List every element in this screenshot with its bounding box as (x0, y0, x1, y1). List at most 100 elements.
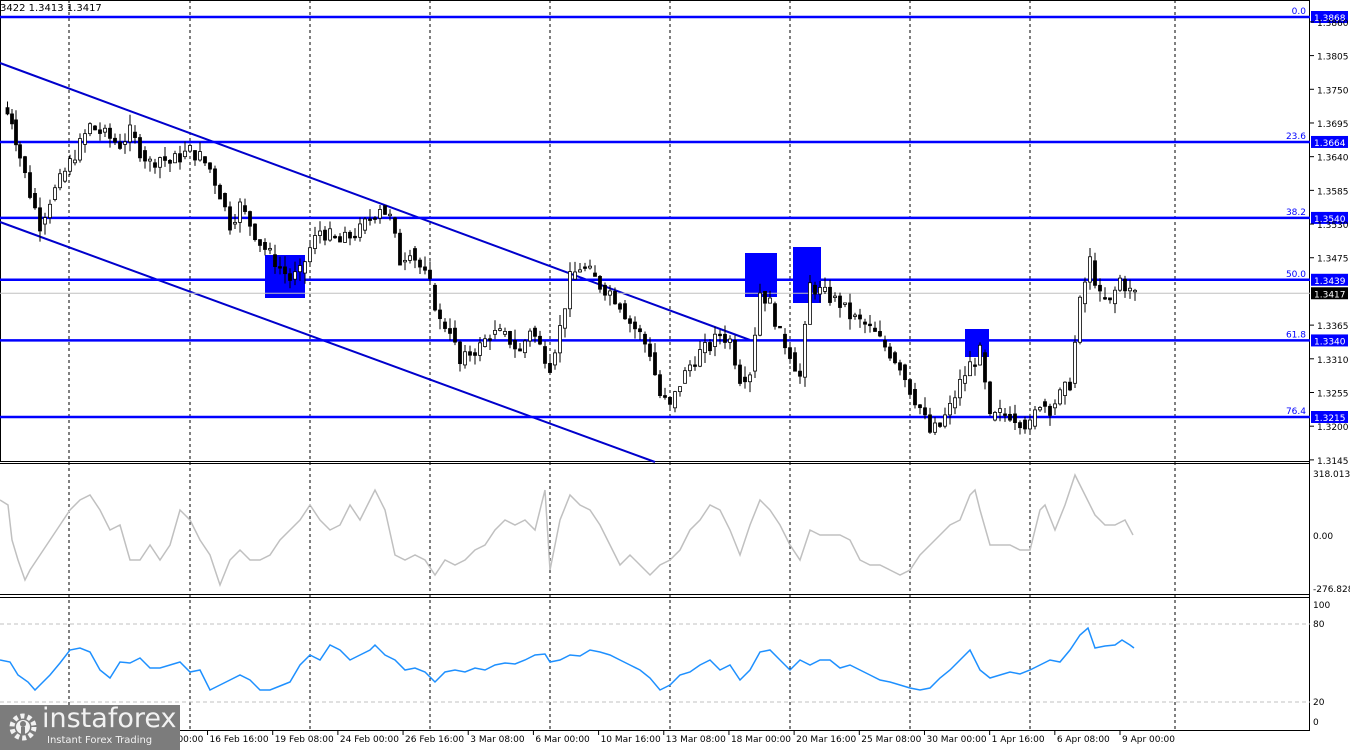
time-tick-label: 26 Feb 16:00 (405, 735, 464, 745)
candle-body (343, 231, 347, 243)
candle-body (978, 344, 982, 366)
current-price-label: 1.3417 (1314, 290, 1346, 300)
candle-body (588, 265, 592, 269)
price-tick-label: 1.3805 (1317, 53, 1349, 63)
price-axis[interactable]: 1.3860 1.3805 1.3750 1.3695 1.3640 1.3585 1.35… (1310, 19, 1349, 467)
candle-body (408, 255, 412, 261)
time-tick-label: 10 Mar 16:00 (601, 735, 661, 745)
candle-body (543, 346, 547, 364)
candle-body (198, 151, 202, 161)
candle-body (993, 412, 997, 421)
candle-body (178, 153, 182, 163)
candle-body (258, 239, 262, 246)
candle-body (688, 364, 692, 372)
fib-price-label: 1.3439 (1314, 277, 1346, 287)
candle-body (1128, 287, 1132, 292)
cci-indicator-line (0, 473, 1134, 588)
candle-body (93, 125, 97, 131)
candle-body (468, 351, 472, 356)
candle-body (838, 295, 842, 308)
candle-body (323, 229, 327, 241)
candle-body (858, 314, 862, 320)
candle-body (603, 284, 607, 296)
rsi-axis-label: 0 (1313, 718, 1319, 728)
price-tick-label: 1.3695 (1317, 120, 1349, 130)
price-tick-label: 1.3475 (1317, 255, 1349, 265)
candle-body (88, 123, 92, 135)
candle-body (63, 170, 67, 182)
candle-body (728, 338, 732, 343)
candle-body (308, 247, 312, 263)
candle-body (798, 370, 802, 377)
candle-body (1003, 413, 1007, 416)
candle-body (1038, 407, 1042, 411)
candle-body (428, 269, 432, 279)
candle-body (268, 248, 272, 251)
candle-body (678, 386, 682, 393)
candle-body (718, 333, 722, 337)
candle-body (863, 321, 867, 325)
candle-body (393, 217, 397, 234)
candle-body (818, 287, 822, 295)
candle-body (153, 162, 157, 168)
candle-body (208, 162, 212, 170)
highlight-box (793, 247, 821, 303)
candle-body (553, 352, 557, 366)
candle-body (373, 217, 377, 220)
candle-body (658, 374, 662, 397)
candle-body (968, 361, 972, 377)
channel-line (0, 62, 751, 341)
candle-body (768, 297, 772, 304)
candle-body (548, 362, 552, 373)
candle-body (618, 303, 622, 310)
candle-body (58, 173, 62, 189)
candle-body (353, 235, 357, 239)
candle-body (48, 203, 52, 219)
candle-body (1088, 256, 1092, 283)
candle-body (298, 265, 302, 273)
candle-body (418, 259, 422, 268)
candle-body (763, 291, 767, 304)
candle-body (403, 259, 407, 263)
price-tick-label: 1.3255 (1317, 389, 1349, 399)
fib-ratio-label: 23.6 (1286, 132, 1306, 142)
fib-ratio-label: 38.2 (1286, 208, 1306, 218)
cci-axis-label: 318.013 (1313, 470, 1350, 480)
candle-body (398, 232, 402, 266)
candle-body (148, 158, 152, 162)
candle-body (1118, 277, 1122, 291)
candle-body (14, 119, 18, 146)
candle-body (638, 328, 642, 333)
candle-body (513, 340, 517, 350)
candle-body (378, 209, 382, 219)
candle-body (103, 127, 107, 133)
candle-body (773, 303, 777, 327)
channel-line (0, 221, 656, 463)
fib-ratio-label: 50.0 (1286, 270, 1306, 280)
candle-body (538, 335, 542, 345)
candle-body (283, 266, 287, 275)
candle-body (143, 150, 147, 162)
candle-body (278, 266, 282, 269)
candle-body (1073, 341, 1077, 384)
candle-body (693, 364, 697, 367)
time-tick-label: 16 Feb 16:00 (210, 735, 269, 745)
candle-body (23, 156, 27, 174)
candle-body (248, 211, 252, 227)
candle-body (228, 206, 232, 231)
candle-body (363, 218, 367, 231)
highlight-box (745, 253, 777, 297)
candle-body (913, 389, 917, 406)
candle-body (643, 333, 647, 345)
candle-body (628, 318, 632, 324)
candle-body (813, 284, 817, 295)
candle-body (833, 295, 837, 298)
time-tick-label: 20 Mar 16:00 (796, 735, 856, 745)
candle-body (273, 254, 277, 268)
candle-body (233, 221, 237, 225)
candle-body (193, 150, 197, 161)
price-tick-label: 1.3530 (1317, 221, 1349, 231)
time-tick-label: 3 Mar 08:00 (470, 735, 525, 745)
candle-body (558, 325, 562, 354)
